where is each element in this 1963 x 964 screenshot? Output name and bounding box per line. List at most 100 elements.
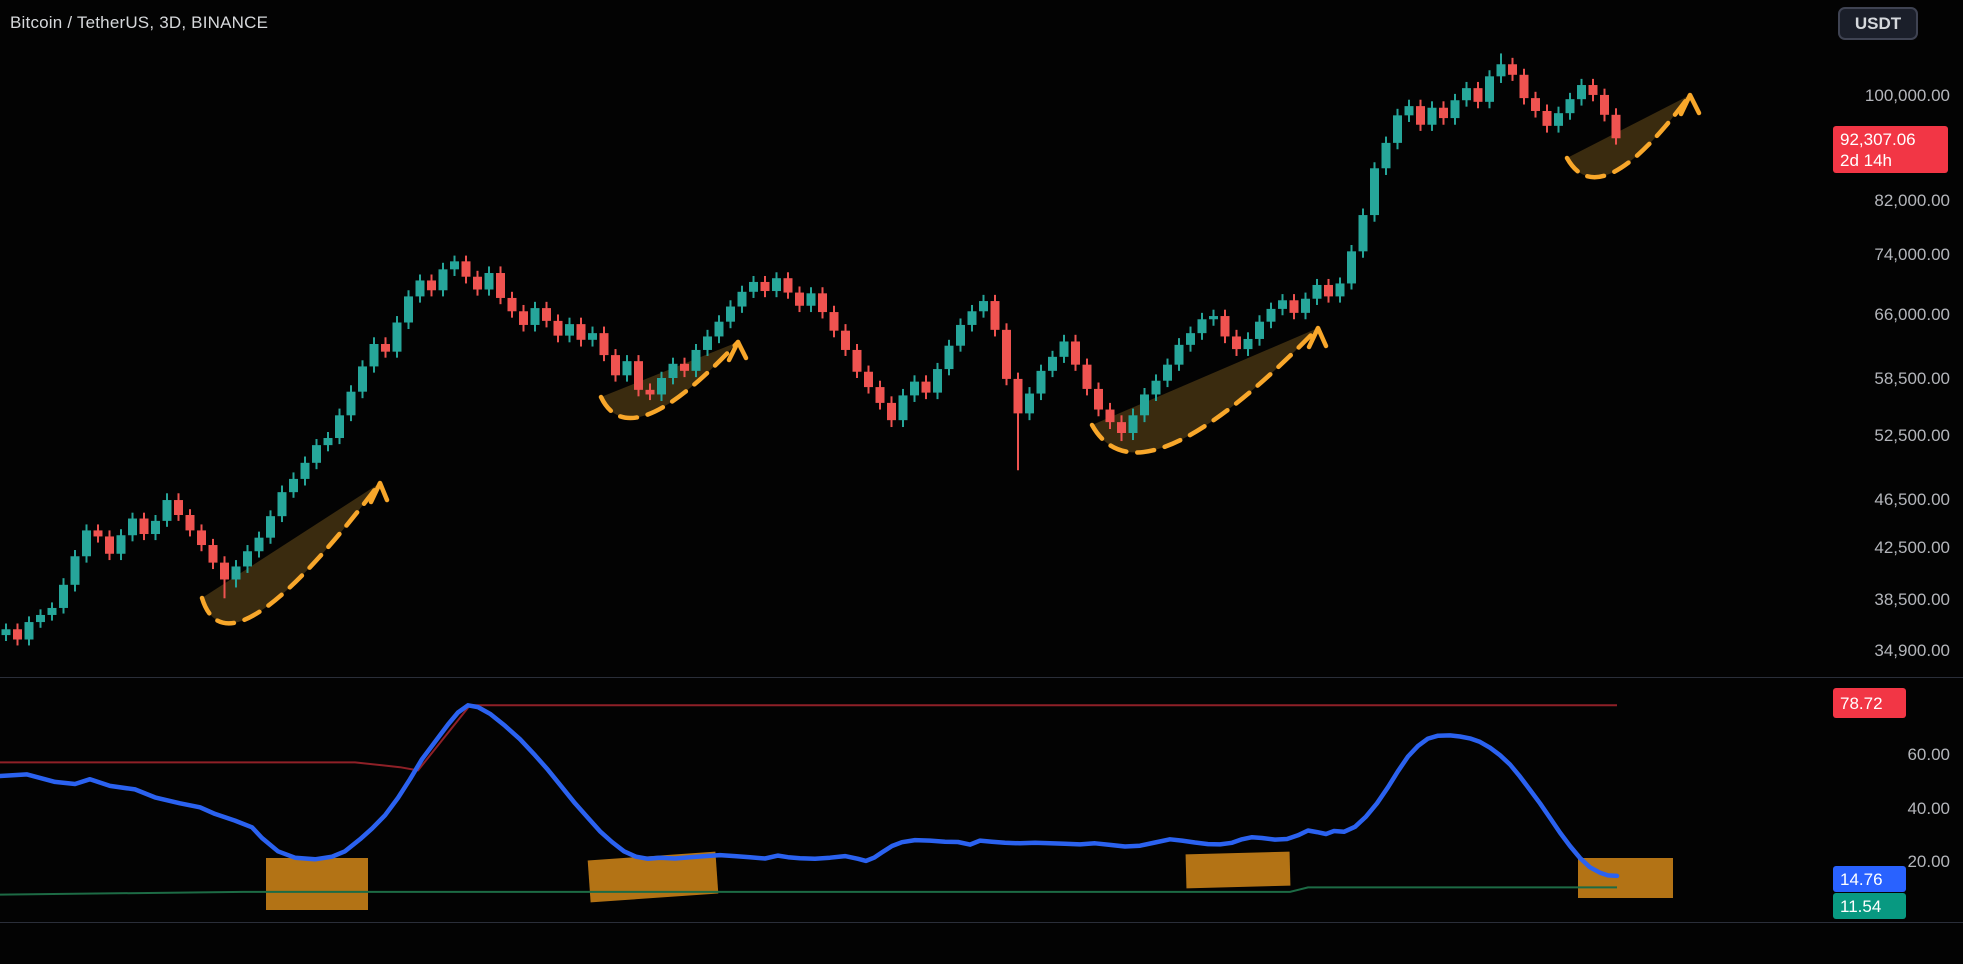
candle bbox=[933, 362, 942, 400]
currency-toggle-button[interactable]: USDT bbox=[1838, 7, 1918, 40]
candle-body bbox=[1416, 106, 1425, 125]
candle-body bbox=[1197, 319, 1207, 334]
candle-body bbox=[967, 311, 977, 325]
candle bbox=[1278, 294, 1287, 316]
candle bbox=[461, 255, 471, 284]
time-axis[interactable]: 2024MarMayJulSepNov2025Mar bbox=[0, 923, 1963, 964]
candle bbox=[1289, 294, 1299, 320]
candle bbox=[1151, 374, 1161, 402]
candle-body bbox=[1508, 64, 1517, 75]
candle bbox=[1174, 338, 1184, 371]
saucer-arrowhead bbox=[1306, 325, 1329, 350]
candle-body bbox=[1002, 329, 1011, 379]
candle bbox=[473, 270, 482, 296]
price-axis-label: 52,500.00 bbox=[1874, 426, 1950, 445]
candle bbox=[70, 549, 80, 592]
candle bbox=[1209, 309, 1218, 326]
candle bbox=[1117, 415, 1126, 442]
candle bbox=[691, 344, 701, 378]
candle-body bbox=[1071, 341, 1080, 365]
candle-body bbox=[243, 551, 252, 567]
candle bbox=[1588, 78, 1598, 102]
candle-body bbox=[254, 537, 264, 552]
candle bbox=[795, 286, 804, 313]
candle-body bbox=[680, 363, 689, 371]
candle-body bbox=[990, 301, 1000, 330]
saucer-arrowhead bbox=[726, 339, 749, 363]
candle-body bbox=[116, 535, 126, 554]
candle bbox=[1508, 57, 1517, 81]
candle-body bbox=[1542, 110, 1552, 126]
candle-body bbox=[1266, 308, 1276, 322]
candle-body bbox=[1381, 142, 1391, 169]
bar-countdown: 2d 14h bbox=[1840, 150, 1892, 170]
saucer-fill bbox=[601, 342, 738, 419]
indicator-highlight-box bbox=[1185, 851, 1291, 889]
candle-body bbox=[749, 281, 758, 292]
candle-body bbox=[266, 516, 275, 538]
candle bbox=[703, 329, 712, 356]
candle bbox=[1220, 309, 1230, 344]
candle bbox=[921, 375, 931, 400]
saucer-fill bbox=[1567, 95, 1690, 178]
candle bbox=[898, 388, 908, 428]
candle-body bbox=[887, 402, 896, 421]
candle bbox=[427, 274, 436, 297]
rsi-line bbox=[0, 703, 1620, 879]
panel-divider[interactable] bbox=[0, 677, 1963, 678]
price-axis[interactable]: 100,000.00 82,000.00 74,000.00 66,000.00 58,… bbox=[1825, 0, 1963, 922]
candle bbox=[1048, 350, 1057, 378]
indicator-value-badge: 11.54 bbox=[1833, 893, 1906, 919]
candle-body bbox=[208, 545, 218, 563]
candle-body bbox=[1278, 300, 1287, 309]
candle bbox=[105, 530, 114, 561]
candle bbox=[1071, 334, 1080, 371]
candle bbox=[1577, 78, 1586, 106]
candle-body bbox=[875, 387, 885, 403]
price-axis-label: 66,000.00 bbox=[1874, 305, 1950, 324]
candle-body bbox=[1473, 88, 1483, 102]
candle bbox=[806, 287, 816, 313]
saucer-fill bbox=[202, 483, 380, 624]
indicator-lines bbox=[0, 703, 1620, 896]
symbol-title[interactable]: Bitcoin / TetherUS, 3D, BINANCE bbox=[10, 13, 269, 32]
candle bbox=[289, 472, 298, 498]
candle bbox=[1450, 93, 1460, 125]
indicator-value-badge: 14.76 bbox=[1833, 866, 1906, 892]
candle-body bbox=[70, 556, 80, 585]
candle-body bbox=[622, 361, 632, 376]
candle-body bbox=[1577, 85, 1586, 100]
candle-body bbox=[369, 344, 379, 367]
saucer-arrowhead bbox=[1678, 92, 1702, 117]
candle bbox=[36, 609, 45, 628]
candle-body bbox=[1611, 114, 1621, 139]
candle-body bbox=[496, 273, 505, 298]
candle bbox=[1381, 136, 1391, 175]
candle bbox=[944, 339, 954, 376]
candle-body bbox=[312, 445, 321, 463]
candle bbox=[1416, 99, 1425, 131]
candle bbox=[829, 305, 839, 338]
candle bbox=[1393, 108, 1402, 150]
candle-body bbox=[438, 269, 448, 291]
candle-body bbox=[507, 297, 517, 312]
candle-body bbox=[576, 324, 586, 340]
candle bbox=[1105, 402, 1115, 430]
candle bbox=[841, 324, 850, 356]
candle bbox=[507, 291, 517, 318]
candle-body bbox=[1358, 215, 1368, 252]
candle-body bbox=[588, 333, 597, 340]
saucer-dashed-curve bbox=[199, 480, 383, 626]
candle bbox=[772, 272, 781, 298]
candle-body bbox=[93, 530, 103, 537]
candle bbox=[1611, 108, 1621, 145]
candle-body bbox=[1151, 380, 1161, 395]
candle-body bbox=[1048, 356, 1057, 371]
candle-body bbox=[151, 520, 160, 535]
candle bbox=[1439, 101, 1448, 125]
rsi-lower-band-line bbox=[0, 886, 1617, 896]
saucer-arrowhead bbox=[368, 480, 390, 505]
candle bbox=[59, 578, 68, 614]
candle bbox=[220, 556, 229, 599]
